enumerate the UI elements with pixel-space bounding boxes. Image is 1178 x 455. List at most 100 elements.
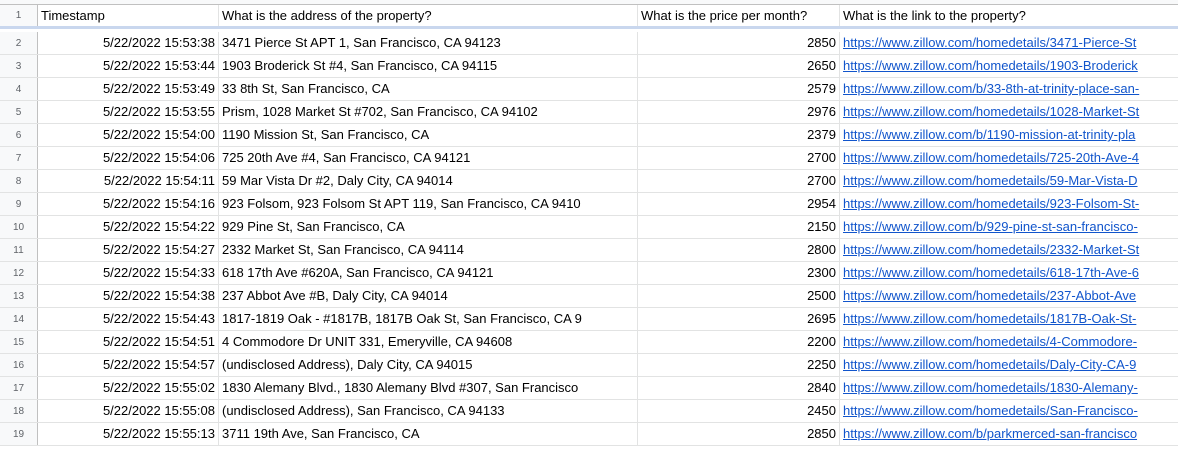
address-cell[interactable]: 1817-1819 Oak - #1817B, 1817B Oak St, Sa… xyxy=(219,308,638,330)
property-link[interactable]: https://www.zillow.com/homedetails/1830-… xyxy=(843,380,1138,395)
row-number[interactable]: 10 xyxy=(0,216,38,238)
row-number[interactable]: 7 xyxy=(0,147,38,169)
timestamp-cell[interactable]: 5/22/2022 15:53:49 xyxy=(38,78,219,100)
price-cell[interactable]: 2579 xyxy=(638,78,840,100)
link-cell[interactable]: https://www.zillow.com/homedetails/59-Ma… xyxy=(840,170,1178,192)
property-link[interactable]: https://www.zillow.com/b/929-pine-st-san… xyxy=(843,219,1138,234)
timestamp-cell[interactable]: 5/22/2022 15:54:11 xyxy=(38,170,219,192)
price-cell[interactable]: 2200 xyxy=(638,331,840,353)
row-number[interactable]: 6 xyxy=(0,124,38,146)
timestamp-cell[interactable]: 5/22/2022 15:54:43 xyxy=(38,308,219,330)
property-link[interactable]: https://www.zillow.com/homedetails/618-1… xyxy=(843,265,1140,280)
price-cell[interactable]: 2700 xyxy=(638,170,840,192)
link-cell[interactable]: https://www.zillow.com/homedetails/1817B… xyxy=(840,308,1178,330)
link-cell[interactable]: https://www.zillow.com/b/929-pine-st-san… xyxy=(840,216,1178,238)
property-link[interactable]: https://www.zillow.com/homedetails/3471-… xyxy=(843,35,1137,50)
link-cell[interactable]: https://www.zillow.com/homedetails/1028-… xyxy=(840,101,1178,123)
address-cell[interactable]: 4 Commodore Dr UNIT 331, Emeryville, CA … xyxy=(219,331,638,353)
address-cell[interactable]: Prism, 1028 Market St #702, San Francisc… xyxy=(219,101,638,123)
link-cell[interactable]: https://www.zillow.com/homedetails/2332-… xyxy=(840,239,1178,261)
timestamp-cell[interactable]: 5/22/2022 15:53:44 xyxy=(38,55,219,77)
price-cell[interactable]: 2840 xyxy=(638,377,840,399)
timestamp-cell[interactable]: 5/22/2022 15:54:16 xyxy=(38,193,219,215)
property-link[interactable]: https://www.zillow.com/homedetails/1903-… xyxy=(843,58,1138,73)
row-number[interactable]: 5 xyxy=(0,101,38,123)
property-link[interactable]: https://www.zillow.com/homedetails/1817B… xyxy=(843,311,1137,326)
price-cell[interactable]: 2379 xyxy=(638,124,840,146)
address-cell[interactable]: 3471 Pierce St APT 1, San Francisco, CA … xyxy=(219,32,638,54)
price-cell[interactable]: 2850 xyxy=(638,32,840,54)
address-cell[interactable]: 3711 19th Ave, San Francisco, CA xyxy=(219,423,638,445)
property-link[interactable]: https://www.zillow.com/homedetails/1028-… xyxy=(843,104,1140,119)
link-cell[interactable]: https://www.zillow.com/homedetails/618-1… xyxy=(840,262,1178,284)
timestamp-cell[interactable]: 5/22/2022 15:54:06 xyxy=(38,147,219,169)
row-number[interactable]: 11 xyxy=(0,239,38,261)
header-cell-price[interactable]: What is the price per month? xyxy=(638,5,840,26)
timestamp-cell[interactable]: 5/22/2022 15:54:57 xyxy=(38,354,219,376)
row-number[interactable]: 19 xyxy=(0,423,38,445)
price-cell[interactable]: 2695 xyxy=(638,308,840,330)
timestamp-cell[interactable]: 5/22/2022 15:55:08 xyxy=(38,400,219,422)
address-cell[interactable]: 929 Pine St, San Francisco, CA xyxy=(219,216,638,238)
address-cell[interactable]: (undisclosed Address), Daly City, CA 940… xyxy=(219,354,638,376)
timestamp-cell[interactable]: 5/22/2022 15:55:13 xyxy=(38,423,219,445)
row-number[interactable]: 18 xyxy=(0,400,38,422)
price-cell[interactable]: 2976 xyxy=(638,101,840,123)
row-number[interactable]: 9 xyxy=(0,193,38,215)
row-number[interactable]: 14 xyxy=(0,308,38,330)
row-number[interactable]: 12 xyxy=(0,262,38,284)
link-cell[interactable]: https://www.zillow.com/homedetails/4-Com… xyxy=(840,331,1178,353)
link-cell[interactable]: https://www.zillow.com/b/33-8th-at-trini… xyxy=(840,78,1178,100)
property-link[interactable]: https://www.zillow.com/homedetails/Daly-… xyxy=(843,357,1137,372)
timestamp-cell[interactable]: 5/22/2022 15:54:00 xyxy=(38,124,219,146)
header-cell-link[interactable]: What is the link to the property? xyxy=(843,8,1026,23)
row-number[interactable]: 15 xyxy=(0,331,38,353)
timestamp-cell[interactable]: 5/22/2022 15:54:51 xyxy=(38,331,219,353)
address-cell[interactable]: 725 20th Ave #4, San Francisco, CA 94121 xyxy=(219,147,638,169)
timestamp-cell[interactable]: 5/22/2022 15:54:38 xyxy=(38,285,219,307)
price-cell[interactable]: 2150 xyxy=(638,216,840,238)
row-number[interactable]: 2 xyxy=(0,32,38,54)
row-number[interactable]: 8 xyxy=(0,170,38,192)
price-cell[interactable]: 2954 xyxy=(638,193,840,215)
price-cell[interactable]: 2300 xyxy=(638,262,840,284)
timestamp-cell[interactable]: 5/22/2022 15:53:55 xyxy=(38,101,219,123)
property-link[interactable]: https://www.zillow.com/b/parkmerced-san-… xyxy=(843,426,1138,441)
property-link[interactable]: https://www.zillow.com/homedetails/59-Ma… xyxy=(843,173,1138,188)
address-cell[interactable]: 1830 Alemany Blvd., 1830 Alemany Blvd #3… xyxy=(219,377,638,399)
price-cell[interactable]: 2650 xyxy=(638,55,840,77)
address-cell[interactable]: 2332 Market St, San Francisco, CA 94114 xyxy=(219,239,638,261)
link-cell[interactable]: https://www.zillow.com/b/parkmerced-san-… xyxy=(840,423,1178,445)
price-cell[interactable]: 2450 xyxy=(638,400,840,422)
address-cell[interactable]: 618 17th Ave #620A, San Francisco, CA 94… xyxy=(219,262,638,284)
address-cell[interactable]: (undisclosed Address), San Francisco, CA… xyxy=(219,400,638,422)
header-cell-address[interactable]: What is the address of the property? xyxy=(219,5,638,26)
timestamp-cell[interactable]: 5/22/2022 15:54:27 xyxy=(38,239,219,261)
price-cell[interactable]: 2500 xyxy=(638,285,840,307)
property-link[interactable]: https://www.zillow.com/homedetails/San-F… xyxy=(843,403,1138,418)
price-cell[interactable]: 2800 xyxy=(638,239,840,261)
property-link[interactable]: https://www.zillow.com/homedetails/4-Com… xyxy=(843,334,1138,349)
row-number[interactable]: 4 xyxy=(0,78,38,100)
address-cell[interactable]: 33 8th St, San Francisco, CA xyxy=(219,78,638,100)
address-cell[interactable]: 1190 Mission St, San Francisco, CA xyxy=(219,124,638,146)
row-number[interactable]: 16 xyxy=(0,354,38,376)
row-number[interactable]: 1 xyxy=(0,5,38,26)
row-number[interactable]: 17 xyxy=(0,377,38,399)
property-link[interactable]: https://www.zillow.com/homedetails/237-A… xyxy=(843,288,1137,303)
property-link[interactable]: https://www.zillow.com/homedetails/725-2… xyxy=(843,150,1140,165)
timestamp-cell[interactable]: 5/22/2022 15:54:22 xyxy=(38,216,219,238)
property-link[interactable]: https://www.zillow.com/homedetails/2332-… xyxy=(843,242,1140,257)
row-number[interactable]: 13 xyxy=(0,285,38,307)
link-cell[interactable]: https://www.zillow.com/homedetails/237-A… xyxy=(840,285,1178,307)
header-cell-timestamp[interactable]: Timestamp xyxy=(38,5,219,26)
address-cell[interactable]: 1903 Broderick St #4, San Francisco, CA … xyxy=(219,55,638,77)
address-cell[interactable]: 237 Abbot Ave #B, Daly City, CA 94014 xyxy=(219,285,638,307)
price-cell[interactable]: 2850 xyxy=(638,423,840,445)
link-cell[interactable]: https://www.zillow.com/homedetails/3471-… xyxy=(840,32,1178,54)
link-cell[interactable]: https://www.zillow.com/homedetails/1830-… xyxy=(840,377,1178,399)
row-number[interactable]: 3 xyxy=(0,55,38,77)
property-link[interactable]: https://www.zillow.com/homedetails/923-F… xyxy=(843,196,1140,211)
link-cell[interactable]: https://www.zillow.com/homedetails/725-2… xyxy=(840,147,1178,169)
timestamp-cell[interactable]: 5/22/2022 15:54:33 xyxy=(38,262,219,284)
